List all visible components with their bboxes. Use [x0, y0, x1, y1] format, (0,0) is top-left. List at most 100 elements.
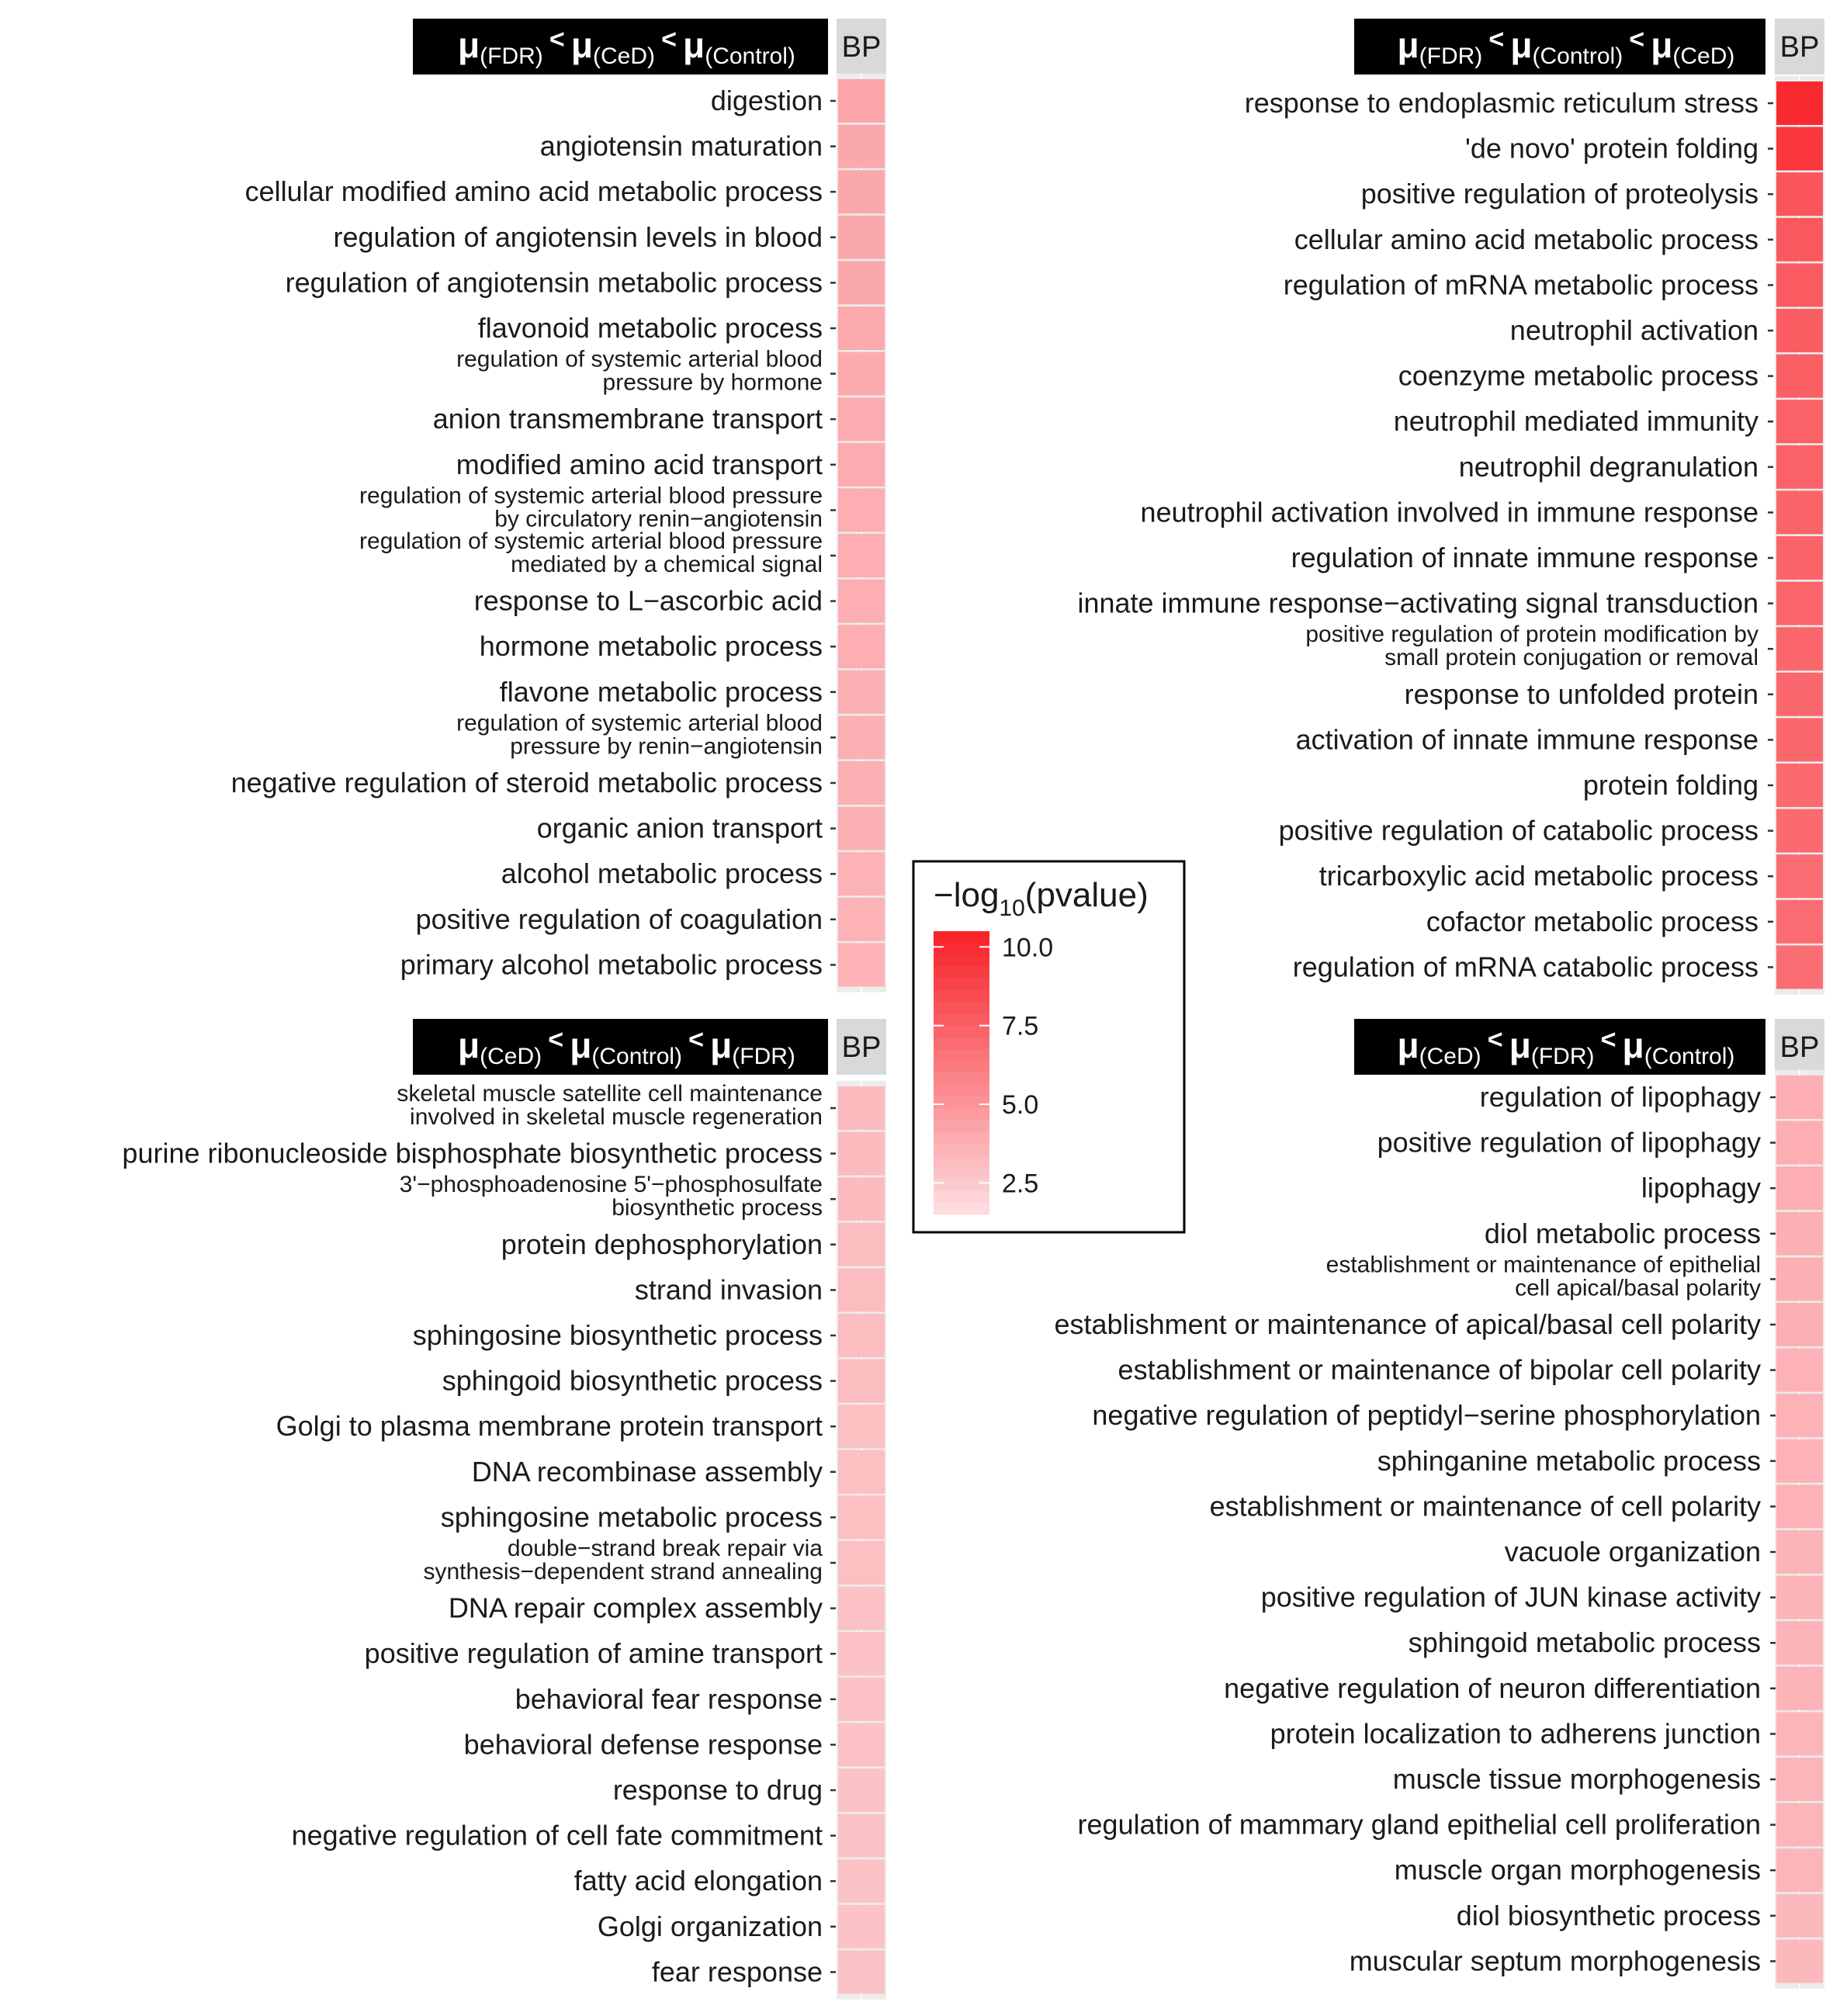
title-group: (Control): [705, 43, 795, 69]
heat-tile: neutrophil mediated immunity: [1776, 400, 1823, 444]
term-label: positive regulation of coagulation: [416, 903, 823, 935]
title-operator: <: [1488, 1025, 1503, 1055]
term-label: lipophagy: [1641, 1172, 1761, 1204]
heat-tile: regulation of lipophagy: [1776, 1076, 1823, 1119]
term-label: regulation of lipophagy: [1480, 1081, 1761, 1113]
term-label-line: establishment or maintenance of epitheli…: [1326, 1252, 1761, 1277]
title-mu: μ: [1510, 25, 1532, 65]
term-label: fear response: [652, 1955, 823, 1987]
term-label: flavone metabolic process: [500, 676, 823, 708]
heat-tile: vacuole organization: [1776, 1530, 1823, 1574]
heat-tile: sphingoid biosynthetic process: [838, 1359, 885, 1403]
term-label: Golgi organization: [598, 1910, 823, 1942]
heat-tile: positive regulation of lipophagy: [1776, 1121, 1823, 1165]
term-label: muscle tissue morphogenesis: [1393, 1763, 1761, 1795]
term-label: neutrophil degranulation: [1459, 451, 1759, 483]
heat-tile: regulation of innate immune response: [1776, 536, 1823, 580]
term-label: cellular modified amino acid metabolic p…: [245, 175, 823, 207]
heat-tile: negative regulation of neuron differenti…: [1776, 1666, 1823, 1710]
legend-tick-label: 10.0: [1002, 933, 1053, 962]
term-label: protein folding: [1583, 769, 1759, 801]
heat-tile: diol biosynthetic process: [1776, 1893, 1823, 1938]
panel-title-bar: [413, 19, 828, 74]
title-operator: <: [688, 1025, 704, 1055]
term-label: response to L−ascorbic acid: [474, 585, 823, 617]
panel-strip: [837, 1019, 886, 1075]
panel-title: μ(FDR) < μ(CeD) < μ(Control): [458, 25, 795, 69]
title-mu: μ: [570, 1025, 591, 1065]
heat-tile: strand invasion: [838, 1268, 885, 1312]
term-label: regulation of systemic arterial blood pr…: [359, 483, 823, 532]
title-group: (FDR): [732, 1044, 795, 1069]
term-label: regulation of mammary gland epithelial c…: [1078, 1809, 1761, 1841]
legend-colorbar-step: [934, 931, 989, 944]
heat-tile: response to L−ascorbic acid: [838, 579, 885, 623]
heat-tile: cellular modified amino acid metabolic p…: [838, 170, 885, 214]
term-label: skeletal muscle satellite cell maintenan…: [397, 1081, 823, 1130]
term-label: response to endoplasmic reticulum stress: [1245, 87, 1759, 119]
heat-tile: negative regulation of steroid metabolic…: [838, 761, 885, 805]
title-operator: <: [661, 25, 677, 54]
heat-tile: activation of innate immune response: [1776, 718, 1823, 762]
term-label: diol biosynthetic process: [1457, 1900, 1761, 1931]
legend-colorbar-step: [934, 1049, 989, 1062]
term-label: positive regulation of lipophagy: [1377, 1127, 1761, 1159]
heat-tile: regulation of angiotensin levels in bloo…: [838, 215, 885, 259]
term-label: behavioral fear response: [515, 1683, 823, 1715]
term-label: muscle organ morphogenesis: [1395, 1854, 1761, 1886]
title-mu: μ: [1623, 1025, 1644, 1065]
heat-tile: hormone metabolic process: [838, 625, 885, 669]
term-label: negative regulation of cell fate commitm…: [292, 1820, 823, 1851]
term-label-line: double−strand break repair via: [508, 1536, 823, 1561]
heat-tile: sphinganine metabolic process: [1776, 1439, 1823, 1483]
legend-colorbar-step: [934, 1120, 989, 1133]
panel-strip: [1775, 19, 1824, 74]
term-label-line: pressure by hormone: [603, 370, 823, 396]
heat-tile: protein dephosphorylation: [838, 1222, 885, 1266]
heat-tile: behavioral defense response: [838, 1723, 885, 1767]
term-label: positive regulation of JUN kinase activi…: [1261, 1581, 1761, 1613]
heat-tile: sphingoid metabolic process: [1776, 1621, 1823, 1665]
heat-tile: negative regulation of cell fate commitm…: [838, 1813, 885, 1858]
term-label-line: small protein conjugation or removal: [1384, 645, 1759, 670]
panel-strip-label: BP: [842, 31, 882, 64]
term-label: establishment or maintenance of cell pol…: [1210, 1490, 1761, 1522]
title-group: (Control): [591, 1044, 682, 1069]
heat-tile: regulation of systemic arterial blood pr…: [838, 715, 885, 760]
term-label: sphingosine metabolic process: [441, 1501, 823, 1533]
term-label: muscular septum morphogenesis: [1350, 1945, 1761, 1976]
legend-colorbar-step: [934, 1072, 989, 1086]
title-operator: <: [1488, 25, 1504, 54]
term-label: strand invasion: [635, 1273, 823, 1305]
term-label: negative regulation of steroid metabolic…: [231, 767, 823, 798]
heat-tile: response to unfolded protein: [1776, 672, 1823, 716]
heat-tile: innate immune response−activating signal…: [1776, 581, 1823, 625]
panel-title: μ(CeD) < μ(Control) < μ(FDR): [458, 1025, 795, 1069]
term-label: positive regulation of protein modificat…: [1305, 622, 1759, 670]
legend-colorbar-step: [934, 966, 989, 979]
term-label: protein dephosphorylation: [501, 1228, 823, 1260]
legend-colorbar-step: [934, 1202, 989, 1215]
title-group: (CeD): [1419, 1044, 1481, 1069]
heat-tile: flavone metabolic process: [838, 670, 885, 714]
heat-tile: establishment or maintenance of cell pol…: [1776, 1484, 1823, 1529]
heat-tile: muscle tissue morphogenesis: [1776, 1758, 1823, 1801]
term-label: regulation of angiotensin metabolic proc…: [286, 266, 823, 298]
heat-tile: regulation of mRNA metabolic process: [1776, 263, 1823, 307]
panel-title: μ(CeD) < μ(FDR) < μ(Control): [1398, 1025, 1735, 1069]
heat-tile: regulation of mRNA catabolic process: [1776, 945, 1823, 989]
term-label: organic anion transport: [537, 812, 823, 844]
legend-colorbar-step: [934, 1108, 989, 1121]
term-label: regulation of systemic arterial blood pre…: [456, 347, 823, 396]
title-operator: <: [549, 25, 565, 54]
title-mu: μ: [683, 25, 705, 65]
heat-tile: Golgi organization: [838, 1904, 885, 1948]
panel-ced-fdr-control: μ(CeD) < μ(FDR) < μ(Control) BPregulatio…: [1055, 1019, 1824, 1989]
term-label: purine ribonucleoside bisphosphate biosy…: [122, 1138, 823, 1169]
heat-tile: establishment or maintenance of apical/b…: [1776, 1303, 1823, 1346]
panel-title-bar: [413, 1019, 828, 1075]
heat-tile: positive regulation of coagulation: [838, 897, 885, 941]
term-label: behavioral defense response: [464, 1728, 823, 1760]
heat-tile: positive regulation of JUN kinase activi…: [1776, 1575, 1823, 1619]
term-label-line: by circulatory renin−angiotensin: [494, 506, 823, 532]
